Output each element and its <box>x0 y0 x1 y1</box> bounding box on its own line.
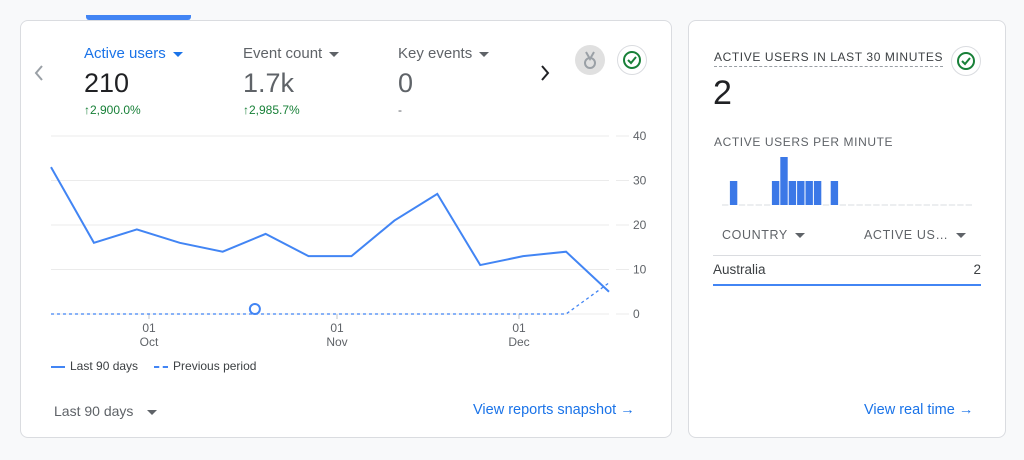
medal-icon[interactable] <box>575 45 605 75</box>
caret-down-icon <box>955 233 966 239</box>
metric-delta: ↑2,985.7% <box>243 103 300 117</box>
per-minute-title: ACTIVE USERS PER MINUTE <box>714 135 894 149</box>
caret-down-icon <box>147 409 158 415</box>
country-column-header[interactable]: COUNTRY <box>722 228 805 242</box>
arrow-right-icon: → <box>620 402 635 418</box>
per-minute-bar-chart <box>722 157 972 206</box>
metric-label: Key events <box>398 45 490 62</box>
metric-label: Active users <box>84 45 183 62</box>
x-tick-month: Nov <box>326 335 347 349</box>
minute-bar <box>780 157 788 205</box>
y-tick-label: 30 <box>633 174 647 188</box>
arrow-right-icon: → <box>958 402 974 418</box>
minute-bar <box>797 181 805 205</box>
chevron-right-icon[interactable] <box>537 61 553 85</box>
legend-item-last-90-days: Last 90 days <box>51 359 138 373</box>
y-tick-label: 40 <box>633 129 647 143</box>
y-tick-label: 10 <box>633 263 647 277</box>
x-tick-month: Dec <box>508 335 529 349</box>
minute-bar <box>729 181 738 205</box>
realtime-card: ACTIVE USERS IN LAST 30 MINUTES 2 ACTIVE… <box>688 20 1006 438</box>
active-users-column-header[interactable]: ACTIVE US… <box>864 228 966 242</box>
y-tick-label: 20 <box>633 218 647 232</box>
metric-label: Event count <box>243 45 340 62</box>
chevron-left-icon[interactable] <box>31 61 47 85</box>
metric-value: 210 <box>84 68 130 98</box>
selected-tab-indicator <box>86 15 191 20</box>
date-range-dropdown[interactable]: Last 90 days <box>54 403 158 419</box>
view-real-time-link[interactable]: View real time → <box>864 402 974 418</box>
metric-value: 1.7k <box>243 68 295 98</box>
series-line-last-90-days <box>50 166 610 293</box>
check-circle-icon[interactable] <box>951 46 981 76</box>
caret-down-icon <box>794 233 805 239</box>
check-circle-icon[interactable] <box>617 45 647 75</box>
metric-delta: - <box>398 103 402 117</box>
metric-event-count[interactable]: Event count 1.7k ↑2,985.7% <box>243 45 340 117</box>
x-tick-day: 01 <box>142 321 156 335</box>
caret-down-icon <box>172 51 183 57</box>
y-tick-label: 0 <box>633 307 640 321</box>
minute-bar <box>805 181 813 205</box>
minute-bar <box>771 181 780 205</box>
realtime-value: 2 <box>713 74 732 112</box>
caret-down-icon <box>329 51 340 57</box>
x-tick-day: 01 <box>512 321 526 335</box>
minute-bar <box>830 181 839 205</box>
realtime-title[interactable]: ACTIVE USERS IN LAST 30 MINUTES <box>714 50 944 67</box>
table-row[interactable]: Australia 2 <box>713 262 981 286</box>
metric-delta: ↑2,900.0% <box>84 103 141 117</box>
chart-legend: Last 90 days Previous period <box>51 359 256 373</box>
metric-value: 0 <box>398 68 414 98</box>
legend-item-previous-period: Previous period <box>154 359 256 373</box>
view-reports-snapshot-link[interactable]: View reports snapshot → <box>473 402 635 418</box>
minute-bar <box>788 181 797 205</box>
divider <box>713 255 981 256</box>
annotation-marker <box>248 303 261 315</box>
minute-bar <box>813 181 822 205</box>
overview-card: Active users 210 ↑2,900.0% Event count 1… <box>20 15 672 438</box>
metric-key-events[interactable]: Key events 0 - <box>398 45 490 117</box>
x-tick-day: 01 <box>330 321 344 335</box>
caret-down-icon <box>479 51 490 57</box>
users-cell: 2 <box>973 262 981 277</box>
x-tick-month: Oct <box>140 335 159 349</box>
series-line-previous-period <box>51 282 610 315</box>
arrow-up-icon: ↑ <box>84 103 90 117</box>
country-cell: Australia <box>713 262 766 277</box>
arrow-up-icon: ↑ <box>243 103 249 117</box>
metric-active-users[interactable]: Active users 210 ↑2,900.0% <box>84 45 183 117</box>
